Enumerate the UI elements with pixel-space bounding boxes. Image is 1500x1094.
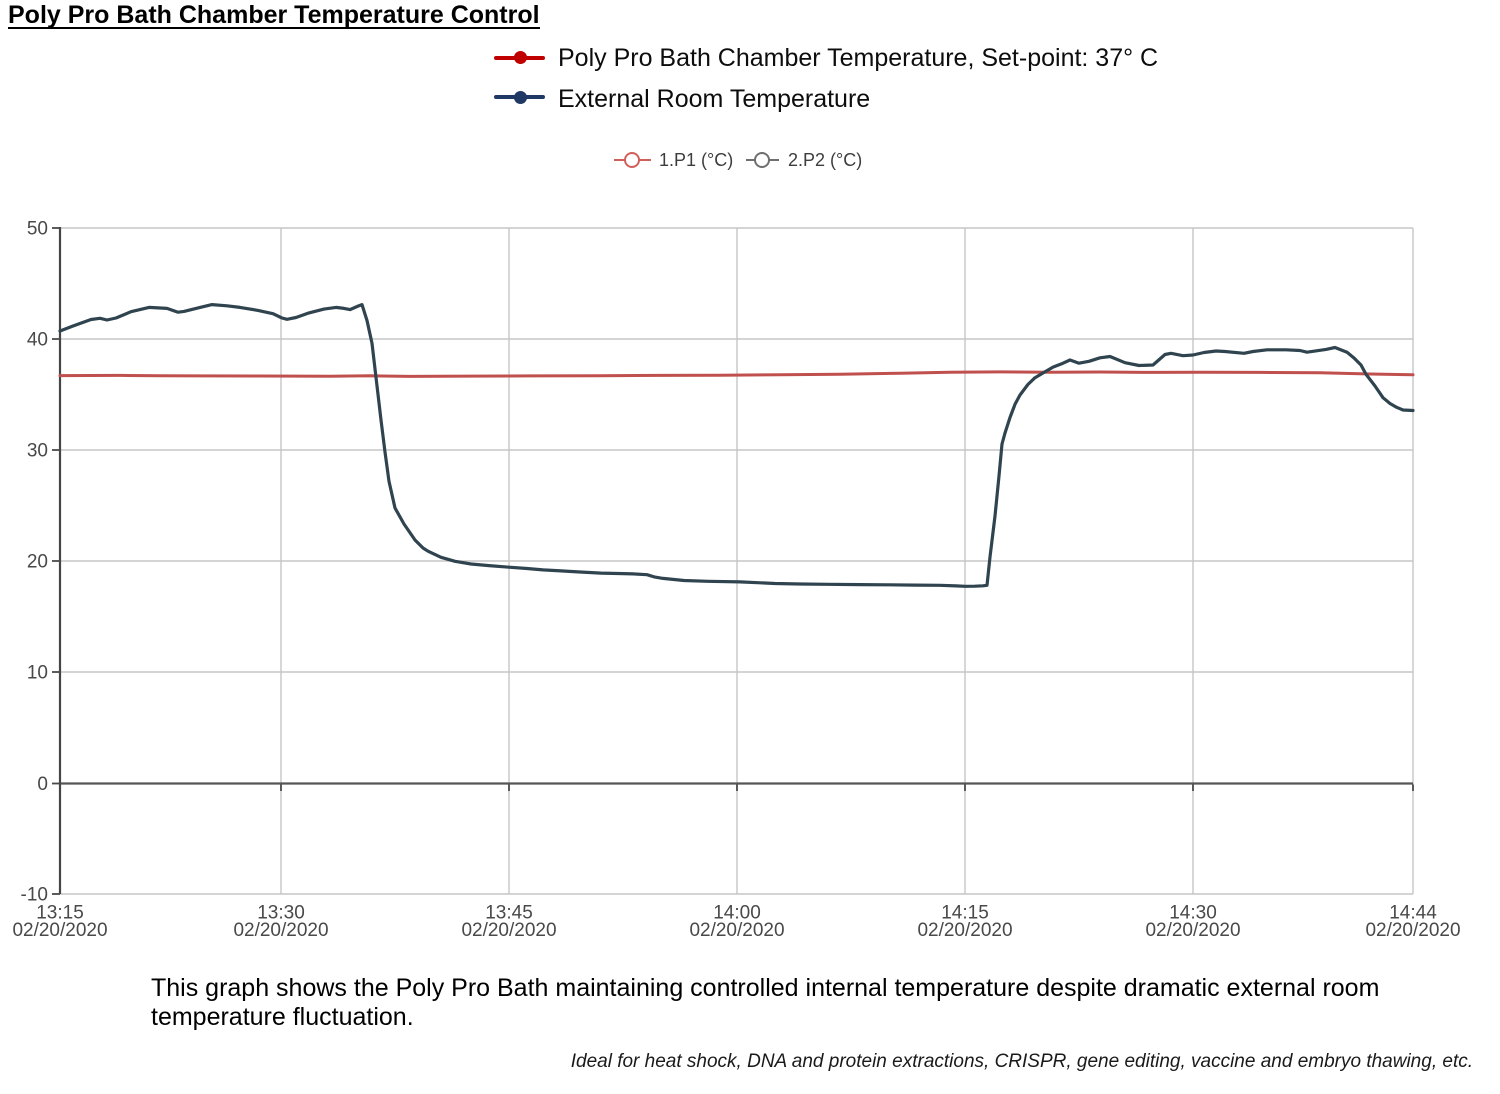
svg-text:14:30: 14:30 bbox=[1169, 903, 1217, 924]
svg-text:02/20/2020: 02/20/2020 bbox=[461, 920, 556, 941]
svg-text:02/20/2020: 02/20/2020 bbox=[1365, 920, 1460, 941]
svg-text:14:44: 14:44 bbox=[1389, 903, 1437, 924]
svg-text:02/20/2020: 02/20/2020 bbox=[689, 920, 784, 941]
svg-text:10: 10 bbox=[27, 663, 48, 684]
svg-text:13:15: 13:15 bbox=[36, 903, 84, 924]
svg-text:13:45: 13:45 bbox=[485, 903, 533, 924]
svg-text:50: 50 bbox=[27, 219, 48, 240]
svg-text:13:30: 13:30 bbox=[257, 903, 305, 924]
svg-text:30: 30 bbox=[27, 441, 48, 462]
svg-text:14:15: 14:15 bbox=[941, 903, 989, 924]
svg-text:-10: -10 bbox=[21, 885, 48, 906]
svg-text:02/20/2020: 02/20/2020 bbox=[1145, 920, 1240, 941]
svg-text:02/20/2020: 02/20/2020 bbox=[12, 920, 107, 941]
svg-text:20: 20 bbox=[27, 552, 48, 573]
svg-text:02/20/2020: 02/20/2020 bbox=[233, 920, 328, 941]
svg-text:40: 40 bbox=[27, 330, 48, 351]
svg-text:0: 0 bbox=[37, 774, 48, 795]
svg-text:02/20/2020: 02/20/2020 bbox=[917, 920, 1012, 941]
svg-text:14:00: 14:00 bbox=[713, 903, 761, 924]
